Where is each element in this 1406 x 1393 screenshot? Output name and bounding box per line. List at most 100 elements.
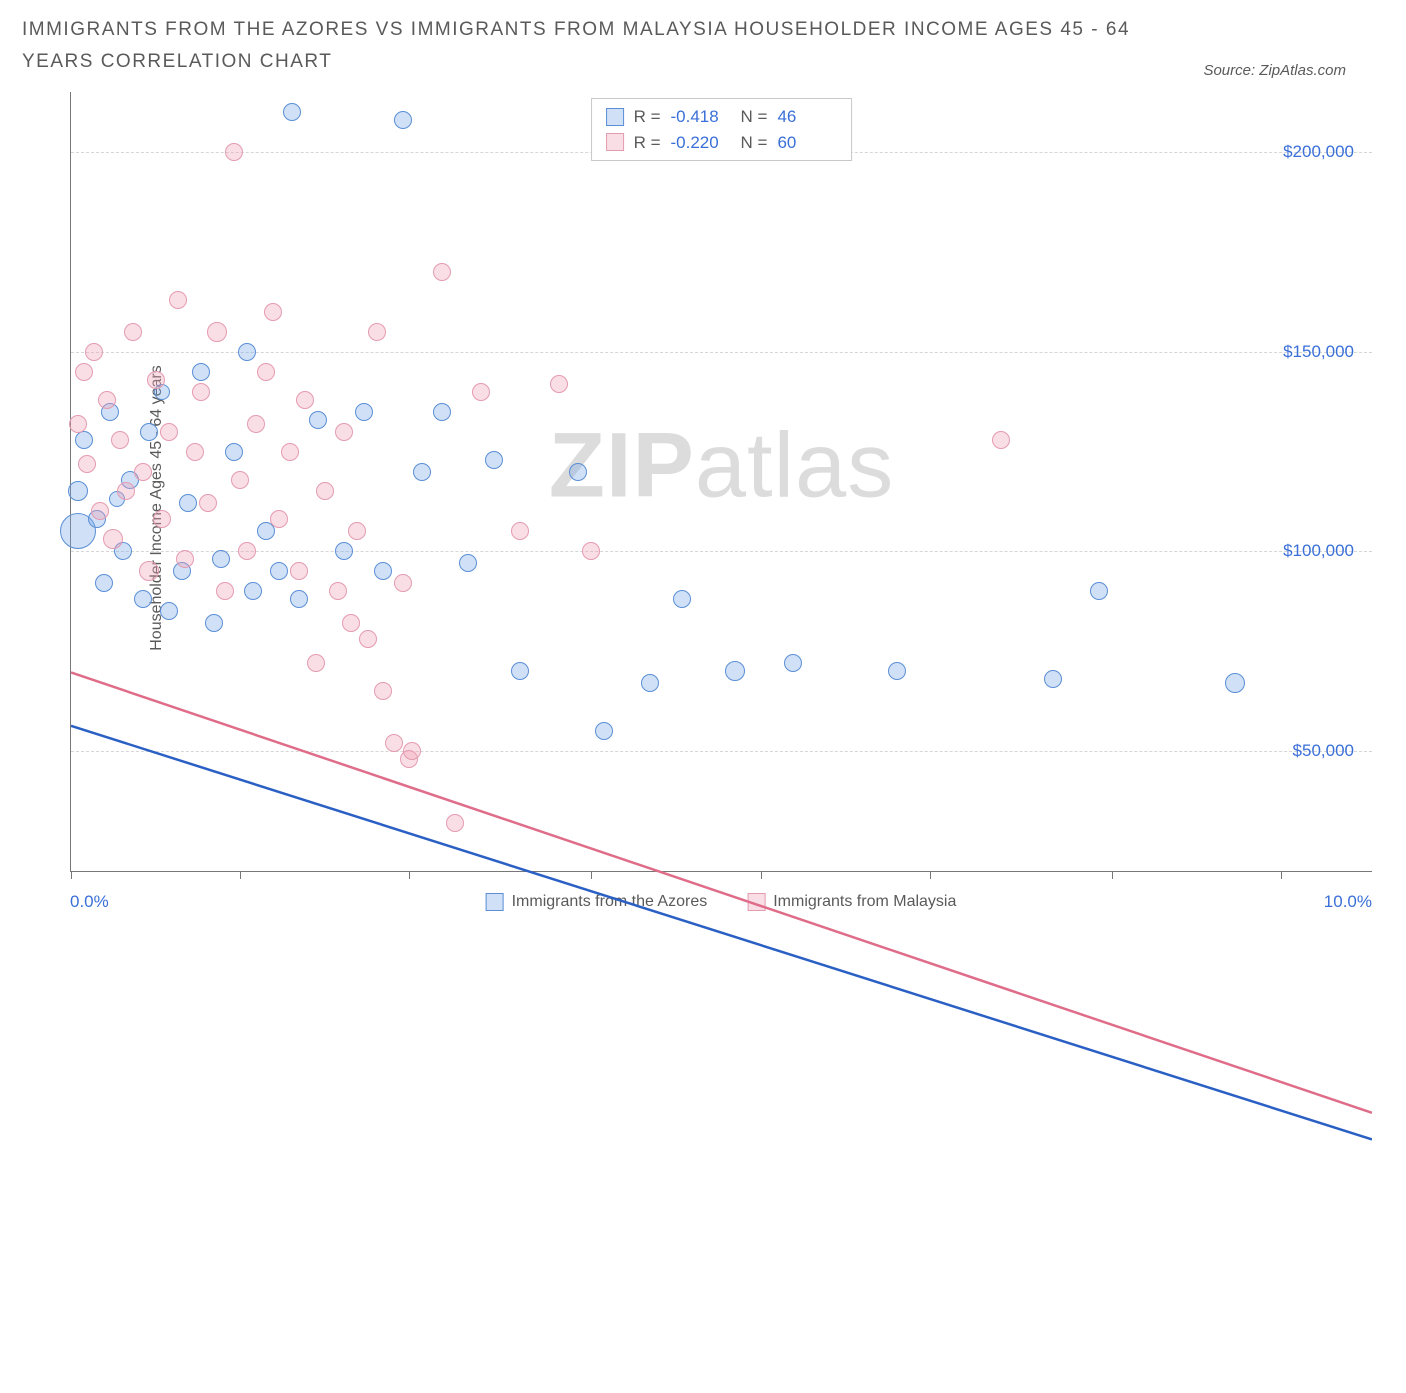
data-point	[1090, 582, 1108, 600]
data-point	[296, 391, 314, 409]
data-point	[472, 383, 490, 401]
correlation-legend: R = -0.418 N = 46 R = -0.220 N = 60	[591, 98, 853, 161]
data-point	[283, 103, 301, 121]
data-point	[257, 363, 275, 381]
x-tick	[930, 871, 931, 879]
data-point	[329, 582, 347, 600]
data-point	[192, 383, 210, 401]
data-point	[290, 590, 308, 608]
data-point	[307, 654, 325, 672]
data-point	[309, 411, 327, 429]
swatch-icon	[486, 893, 504, 911]
data-point	[403, 742, 421, 760]
data-point	[199, 494, 217, 512]
data-point	[335, 423, 353, 441]
swatch-icon	[606, 108, 624, 126]
data-point	[153, 510, 171, 528]
data-point	[394, 574, 412, 592]
data-point	[550, 375, 568, 393]
data-point	[244, 582, 262, 600]
trend-lines	[71, 92, 1372, 1393]
data-point	[140, 423, 158, 441]
x-max-label: 10.0%	[1324, 892, 1372, 912]
data-point	[355, 403, 373, 421]
x-tick	[761, 871, 762, 879]
data-point	[1225, 673, 1245, 693]
data-point	[385, 734, 403, 752]
source-attribution: Source: ZipAtlas.com	[1203, 62, 1346, 79]
data-point	[91, 502, 109, 520]
swatch-icon	[747, 893, 765, 911]
data-point	[124, 323, 142, 341]
gridline	[71, 352, 1372, 353]
data-point	[342, 614, 360, 632]
data-point	[433, 403, 451, 421]
data-point	[117, 482, 135, 500]
data-point	[641, 674, 659, 692]
data-point	[316, 482, 334, 500]
data-point	[290, 562, 308, 580]
swatch-icon	[606, 133, 624, 151]
data-point	[264, 303, 282, 321]
data-point	[673, 590, 691, 608]
data-point	[169, 291, 187, 309]
legend-row-malaysia: R = -0.220 N = 60	[606, 130, 838, 156]
data-point	[992, 431, 1010, 449]
data-point	[725, 661, 745, 681]
data-point	[176, 550, 194, 568]
data-point	[238, 343, 256, 361]
chart-title: IMMIGRANTS FROM THE AZORES VS IMMIGRANTS…	[22, 14, 1142, 79]
data-point	[413, 463, 431, 481]
data-point	[1044, 670, 1062, 688]
data-point	[374, 682, 392, 700]
legend-item-azores: Immigrants from the Azores	[486, 893, 708, 911]
data-point	[179, 494, 197, 512]
data-point	[433, 263, 451, 281]
legend-item-malaysia: Immigrants from Malaysia	[747, 893, 956, 911]
data-point	[68, 481, 88, 501]
x-axis: 0.0% Immigrants from the Azores Immigran…	[70, 880, 1372, 924]
chart-container: Householder Income Ages 45 - 64 years ZI…	[22, 92, 1384, 924]
plot-area: ZIPatlas R = -0.418 N = 46 R = -0.220 N …	[70, 92, 1372, 872]
y-tick-label: $100,000	[1283, 541, 1354, 561]
data-point	[69, 415, 87, 433]
data-point	[247, 415, 265, 433]
legend-row-azores: R = -0.418 N = 46	[606, 104, 838, 130]
x-tick	[1281, 871, 1282, 879]
y-tick-label: $150,000	[1283, 342, 1354, 362]
x-tick	[1112, 871, 1113, 879]
data-point	[212, 550, 230, 568]
data-point	[103, 529, 123, 549]
data-point	[270, 510, 288, 528]
data-point	[270, 562, 288, 580]
data-point	[231, 471, 249, 489]
data-point	[139, 561, 159, 581]
data-point	[147, 371, 165, 389]
data-point	[95, 574, 113, 592]
data-point	[160, 602, 178, 620]
data-point	[225, 143, 243, 161]
data-point	[85, 343, 103, 361]
data-point	[335, 542, 353, 560]
data-point	[281, 443, 299, 461]
data-point	[348, 522, 366, 540]
data-point	[582, 542, 600, 560]
y-tick-label: $50,000	[1293, 741, 1354, 761]
data-point	[238, 542, 256, 560]
x-tick	[409, 871, 410, 879]
data-point	[98, 391, 116, 409]
data-point	[511, 662, 529, 680]
x-tick	[591, 871, 592, 879]
watermark: ZIPatlas	[549, 413, 894, 518]
gridline	[71, 551, 1372, 552]
data-point	[186, 443, 204, 461]
data-point	[374, 562, 392, 580]
data-point	[75, 431, 93, 449]
x-tick	[240, 871, 241, 879]
data-point	[111, 431, 129, 449]
data-point	[888, 662, 906, 680]
data-point	[75, 363, 93, 381]
series-legend: Immigrants from the Azores Immigrants fr…	[486, 893, 957, 911]
data-point	[216, 582, 234, 600]
data-point	[368, 323, 386, 341]
